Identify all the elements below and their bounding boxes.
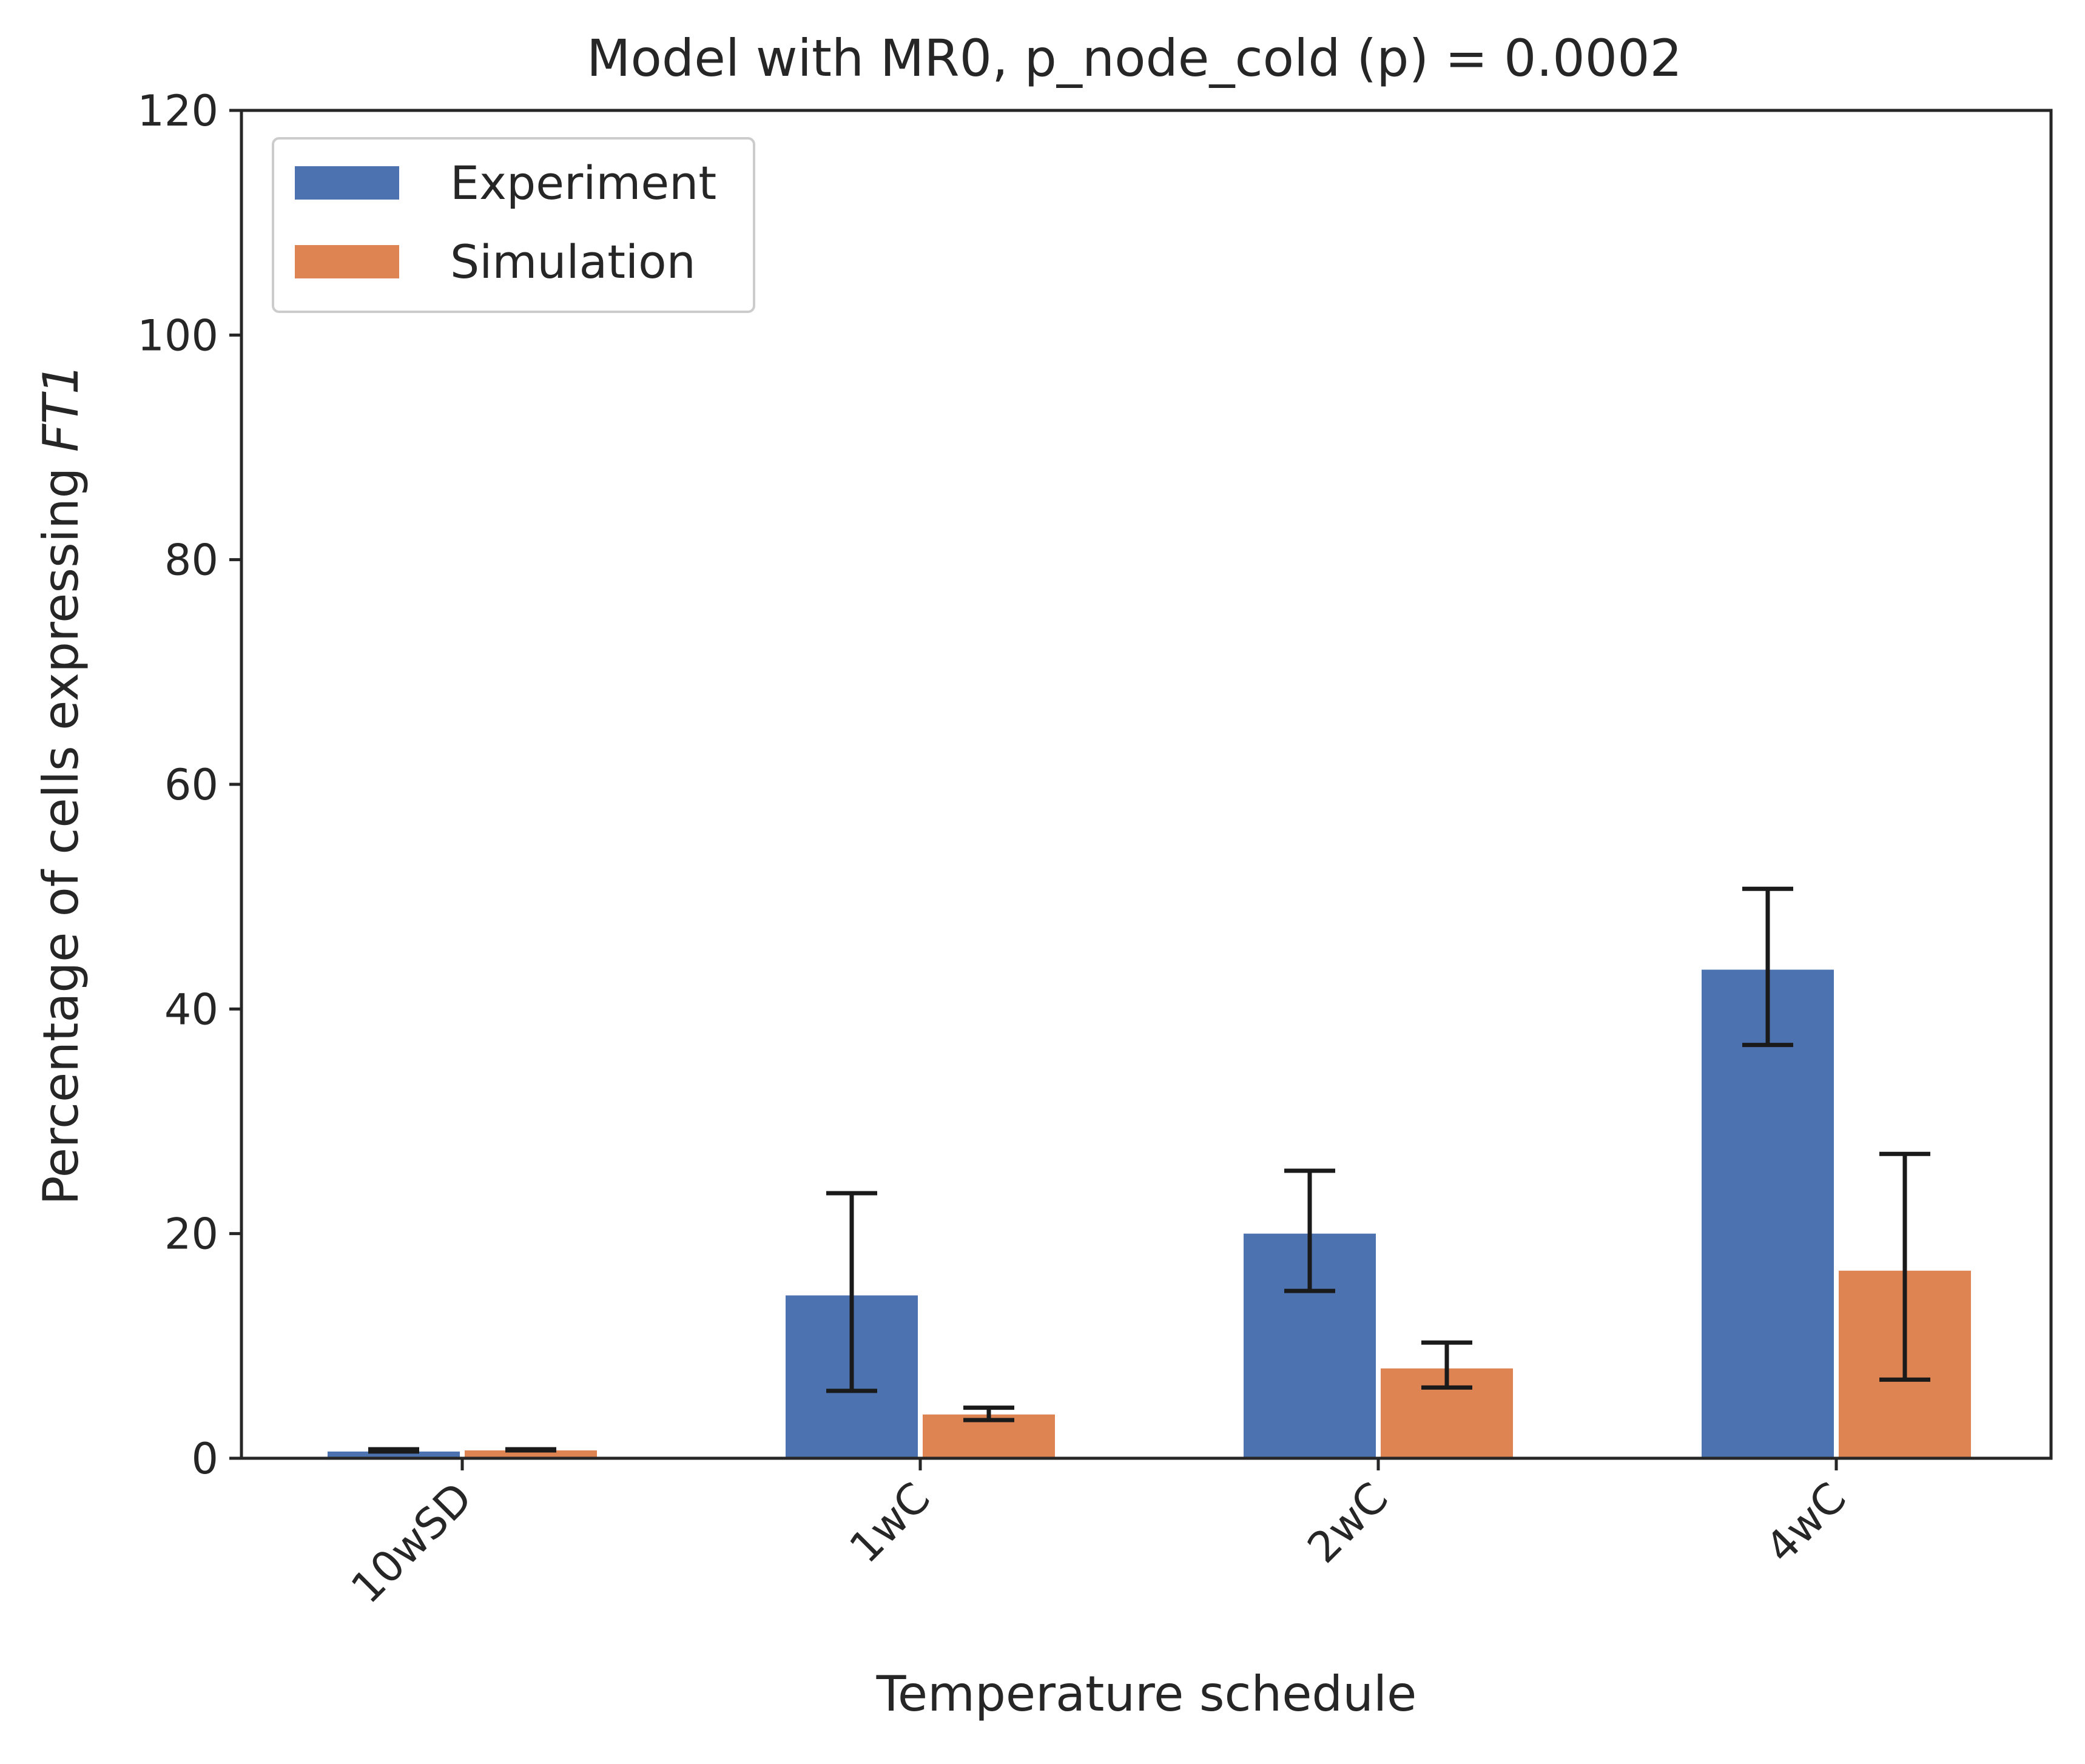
- chart-title: Model with MR0, p_node_cold (p) = 0.0002: [587, 29, 1682, 88]
- error-bars-layer: [368, 886, 1930, 1454]
- y-tick-label: 20: [164, 1210, 218, 1259]
- x-tick-label-10wSD: 10wSD: [342, 1473, 482, 1613]
- y-axis-label: Percentage of cells expressing FT1: [33, 363, 89, 1205]
- x-axis-label: Temperature schedule: [876, 1666, 1417, 1722]
- bar-experiment-10wSD: [328, 1451, 460, 1458]
- y-tick-label: 120: [137, 86, 218, 136]
- x-tick-label-1wC: 1wC: [840, 1473, 940, 1573]
- error-bar-simulation-1wC: [963, 1405, 1014, 1422]
- x-tick-label-2wC: 2wC: [1298, 1473, 1398, 1573]
- error-bar-experiment-10wSD: [368, 1447, 419, 1454]
- legend-swatch-experiment: [295, 166, 399, 200]
- bar-experiment-4wC: [1702, 969, 1834, 1458]
- y-axis: 0 20 40 60 80 100 120: [137, 86, 241, 1484]
- y-tick-label: 100: [137, 311, 218, 360]
- error-bar-simulation-10wSD: [505, 1447, 556, 1453]
- bars-layer: [328, 969, 1971, 1458]
- bar-simulation-10wSD: [465, 1450, 597, 1458]
- legend-swatch-simulation: [295, 245, 399, 278]
- error-bar-experiment-2wC: [1284, 1168, 1335, 1293]
- y-tick-label: 0: [191, 1434, 218, 1484]
- legend-label-experiment: Experiment: [450, 156, 716, 210]
- legend: Experiment Simulation: [272, 137, 755, 313]
- y-axis-label-text: Percentage of cells expressing: [33, 452, 89, 1205]
- error-bar-simulation-4wC: [1879, 1151, 1930, 1382]
- error-bar-experiment-1wC: [826, 1191, 877, 1393]
- legend-label-simulation: Simulation: [450, 235, 696, 289]
- y-tick-label: 40: [164, 985, 218, 1034]
- x-axis: 10wSD 1wC 2wC 4wC: [342, 1458, 1856, 1613]
- y-tick-label: 60: [164, 760, 218, 810]
- error-bar-simulation-2wC: [1421, 1340, 1472, 1390]
- y-tick-label: 80: [164, 536, 218, 585]
- y-axis-label-gene: FT1: [33, 363, 89, 452]
- x-tick-label-4wC: 4wC: [1756, 1473, 1856, 1573]
- error-bar-experiment-4wC: [1742, 886, 1793, 1048]
